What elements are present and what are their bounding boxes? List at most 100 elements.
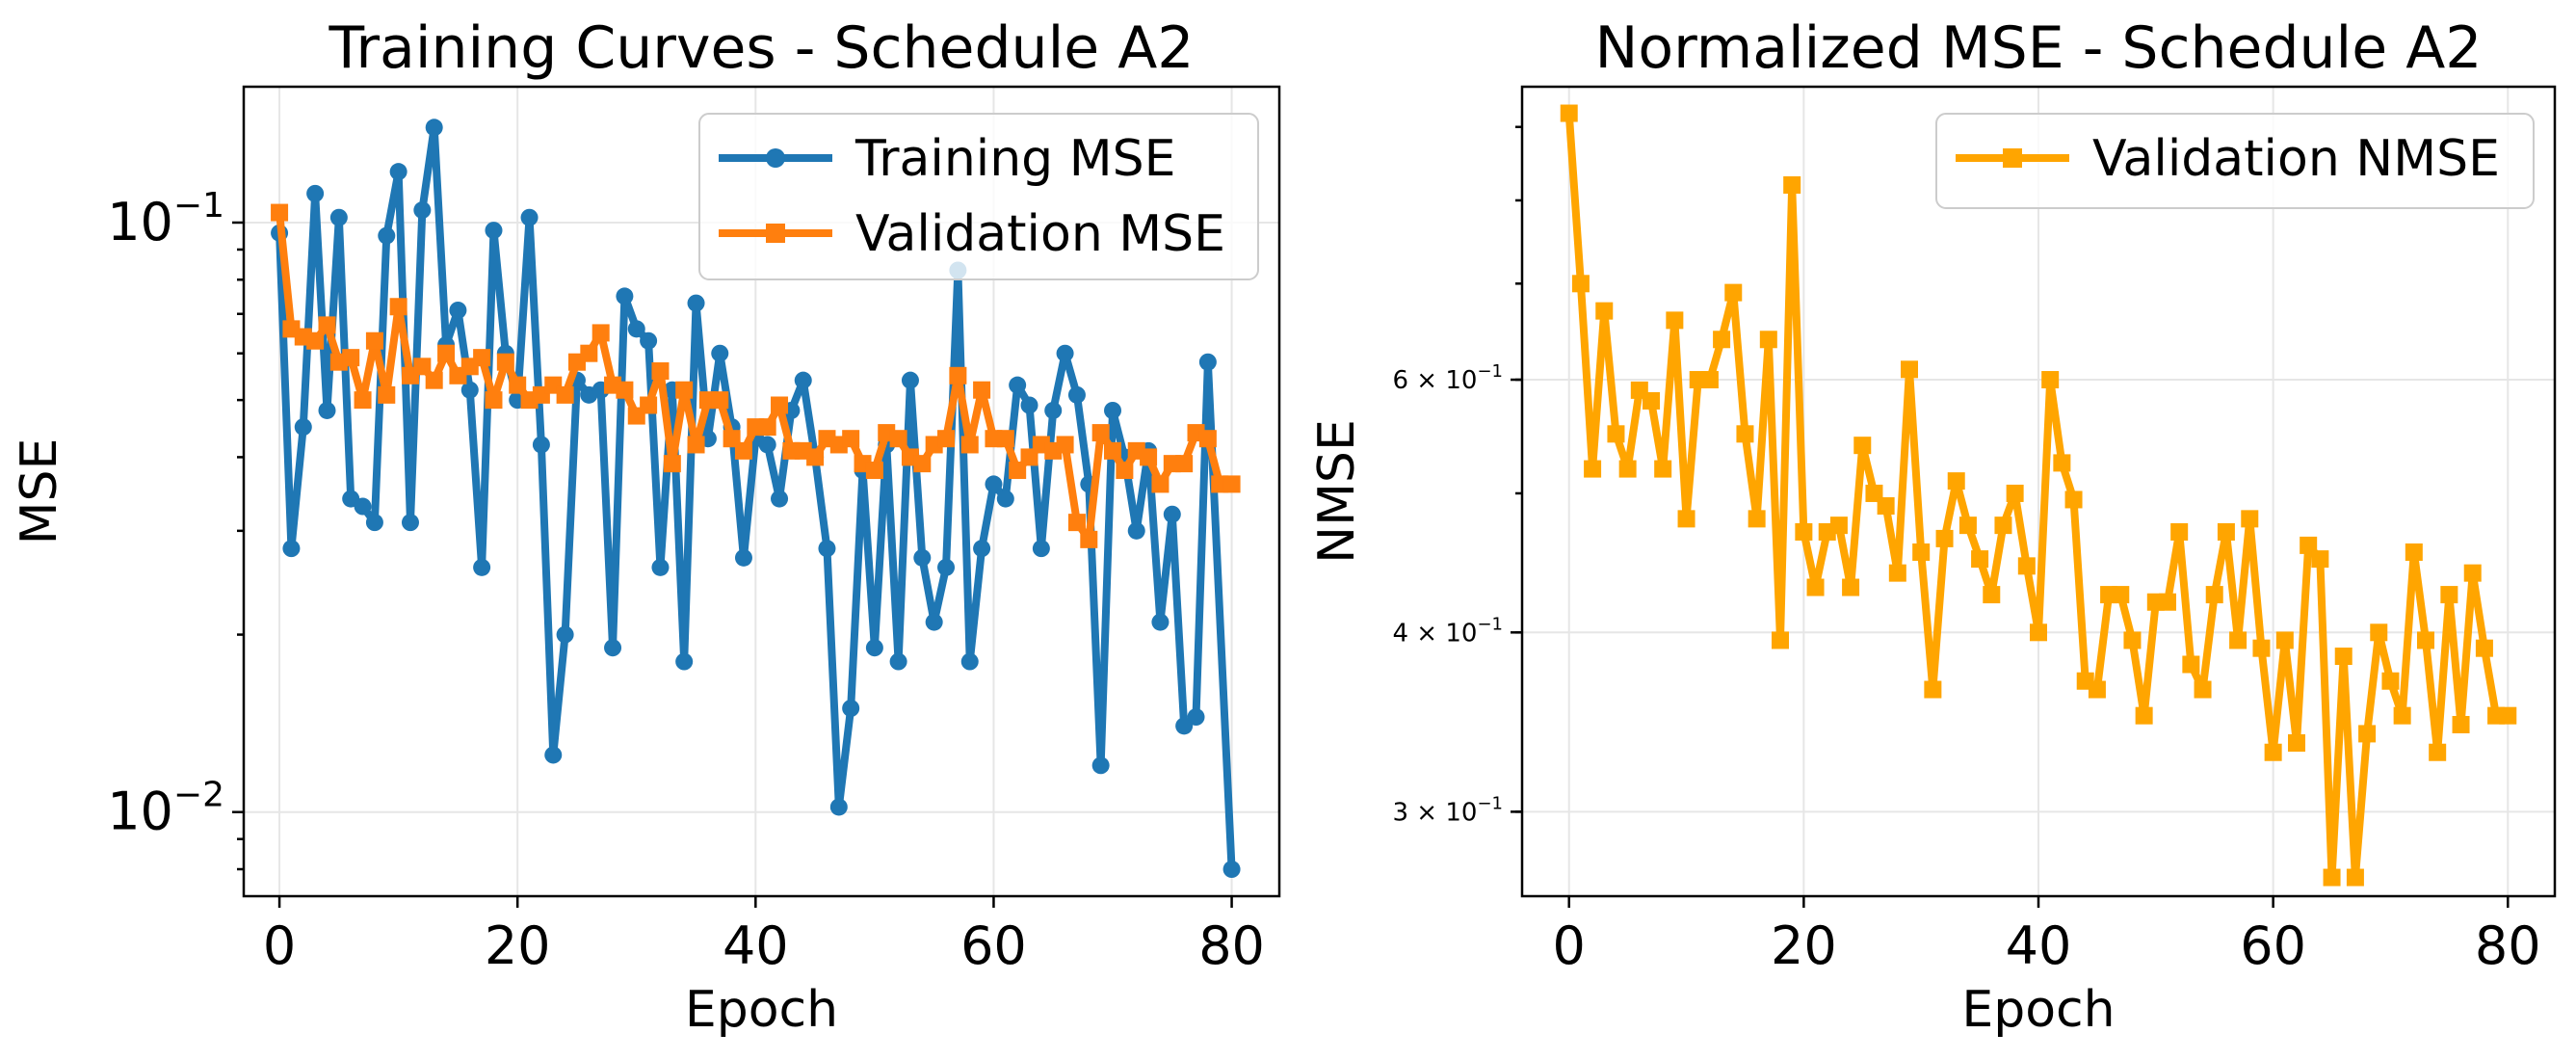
data-point [996, 430, 1014, 448]
data-point [913, 548, 932, 567]
data-point [829, 798, 848, 816]
data-point [389, 163, 407, 181]
legend-label: Validation NMSE [2092, 130, 2500, 188]
x-tick-label: 60 [960, 915, 1027, 976]
x-tick-label: 60 [2240, 915, 2306, 976]
legend-marker [766, 148, 785, 168]
data-point [651, 362, 670, 381]
data-point [1806, 578, 1825, 596]
data-point [354, 391, 372, 410]
legend-item: Validation NMSE [1956, 130, 2500, 188]
data-point [949, 366, 967, 384]
data-point [2252, 639, 2271, 657]
data-point [616, 287, 634, 305]
data-point [1151, 475, 1170, 493]
data-point [1901, 360, 1918, 379]
data-point [2300, 536, 2318, 554]
data-point [318, 316, 336, 334]
x-tick-label: 20 [1771, 915, 1837, 976]
data-point [1080, 530, 1098, 548]
data-point [663, 455, 681, 473]
legend-marker [766, 224, 785, 243]
data-point [2358, 725, 2377, 743]
legend-box [1935, 113, 2535, 209]
data-point [734, 441, 752, 460]
data-point [675, 381, 694, 399]
data-point [1067, 385, 1086, 404]
data-point [2275, 631, 2294, 649]
data-point [2334, 648, 2353, 666]
data-point [1571, 275, 1590, 293]
y-tick-label: 4 × 10−1 [1393, 614, 1504, 648]
data-point [771, 490, 789, 508]
data-point [1009, 462, 1027, 480]
data-point [2405, 543, 2423, 561]
data-point [2452, 715, 2470, 733]
data-point [1009, 376, 1027, 394]
data-point [2088, 680, 2106, 699]
data-point [960, 652, 979, 671]
data-point [1056, 344, 1074, 362]
chart-title: Normalized MSE - Schedule A2 [1595, 14, 2483, 82]
data-point [437, 344, 456, 362]
data-point [711, 344, 729, 362]
data-point [1607, 425, 1625, 443]
data-point [973, 540, 991, 558]
data-point [1044, 401, 1063, 419]
x-tick-label: 20 [485, 915, 551, 976]
data-point [2288, 734, 2305, 753]
data-point [378, 226, 396, 245]
data-point [365, 514, 383, 532]
data-point [413, 201, 432, 220]
data-point [2381, 672, 2400, 690]
legend-item: Validation MSE [719, 205, 1225, 263]
legend-label: Validation MSE [855, 205, 1225, 263]
data-point [2064, 490, 2083, 509]
data-point [1748, 510, 1766, 528]
data-point [1584, 460, 1602, 478]
y-axis-label: NMSE [1308, 419, 1366, 564]
data-point [771, 396, 789, 414]
data-point [1198, 430, 1217, 448]
data-point [1795, 522, 1813, 541]
data-point [2323, 868, 2341, 887]
data-point [1163, 505, 1181, 523]
data-point [544, 746, 563, 764]
data-point [1151, 613, 1170, 631]
data-point [1994, 517, 2012, 535]
x-tick-label: 0 [263, 915, 296, 976]
data-point [2053, 454, 2071, 472]
data-point [425, 119, 443, 137]
plot-area [271, 119, 1241, 879]
axes-frame [1520, 85, 2557, 898]
data-point [818, 540, 836, 558]
data-point [449, 301, 467, 319]
data-point [2123, 631, 2142, 649]
data-point [758, 418, 776, 437]
series-validation-nmse [1560, 104, 2517, 887]
data-point [1759, 331, 1777, 349]
data-point [1140, 448, 1158, 466]
data-point [425, 371, 443, 389]
data-point [806, 448, 825, 466]
data-point [758, 436, 776, 454]
data-point [1056, 436, 1074, 454]
series-training-mse [271, 119, 1241, 879]
data-point [1116, 462, 1134, 480]
axes-frame [242, 85, 1281, 898]
legend-marker [2003, 148, 2022, 168]
data-point [473, 349, 491, 367]
data-point [378, 385, 396, 404]
data-point [401, 514, 419, 532]
data-point [2006, 484, 2024, 502]
data-point [496, 353, 514, 371]
data-point [556, 625, 574, 644]
data-point [342, 349, 360, 367]
data-point [937, 558, 956, 576]
data-point [1222, 475, 1241, 493]
legend: Training MSE Validation MSE [698, 113, 1259, 280]
data-point [960, 436, 979, 454]
data-point [2135, 706, 2153, 725]
data-point [2194, 680, 2212, 699]
chart-title: Training Curves - Schedule A2 [329, 14, 1195, 82]
